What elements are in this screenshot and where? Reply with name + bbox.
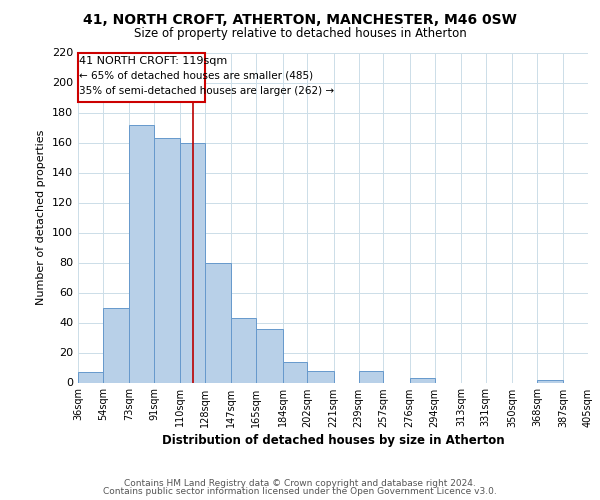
Bar — [154, 138, 180, 382]
Bar — [256, 328, 283, 382]
Bar — [78, 372, 103, 382]
X-axis label: Distribution of detached houses by size in Atherton: Distribution of detached houses by size … — [161, 434, 505, 447]
Text: Contains HM Land Registry data © Crown copyright and database right 2024.: Contains HM Land Registry data © Crown c… — [124, 478, 476, 488]
Y-axis label: Number of detached properties: Number of detached properties — [37, 130, 46, 305]
Bar — [283, 362, 307, 382]
Bar — [410, 378, 434, 382]
Bar — [103, 308, 129, 382]
Text: Contains public sector information licensed under the Open Government Licence v3: Contains public sector information licen… — [103, 487, 497, 496]
Text: 41 NORTH CROFT: 119sqm: 41 NORTH CROFT: 119sqm — [79, 56, 227, 66]
Text: 35% of semi-detached houses are larger (262) →: 35% of semi-detached houses are larger (… — [79, 86, 335, 96]
Bar — [537, 380, 563, 382]
FancyBboxPatch shape — [78, 52, 205, 102]
Bar — [232, 318, 256, 382]
Bar — [359, 370, 383, 382]
Text: 41, NORTH CROFT, ATHERTON, MANCHESTER, M46 0SW: 41, NORTH CROFT, ATHERTON, MANCHESTER, M… — [83, 12, 517, 26]
Bar — [129, 124, 154, 382]
Bar — [307, 370, 334, 382]
Text: ← 65% of detached houses are smaller (485): ← 65% of detached houses are smaller (48… — [79, 70, 314, 81]
Text: Size of property relative to detached houses in Atherton: Size of property relative to detached ho… — [134, 28, 466, 40]
Bar — [205, 262, 232, 382]
Bar — [180, 142, 205, 382]
Bar — [588, 380, 600, 382]
